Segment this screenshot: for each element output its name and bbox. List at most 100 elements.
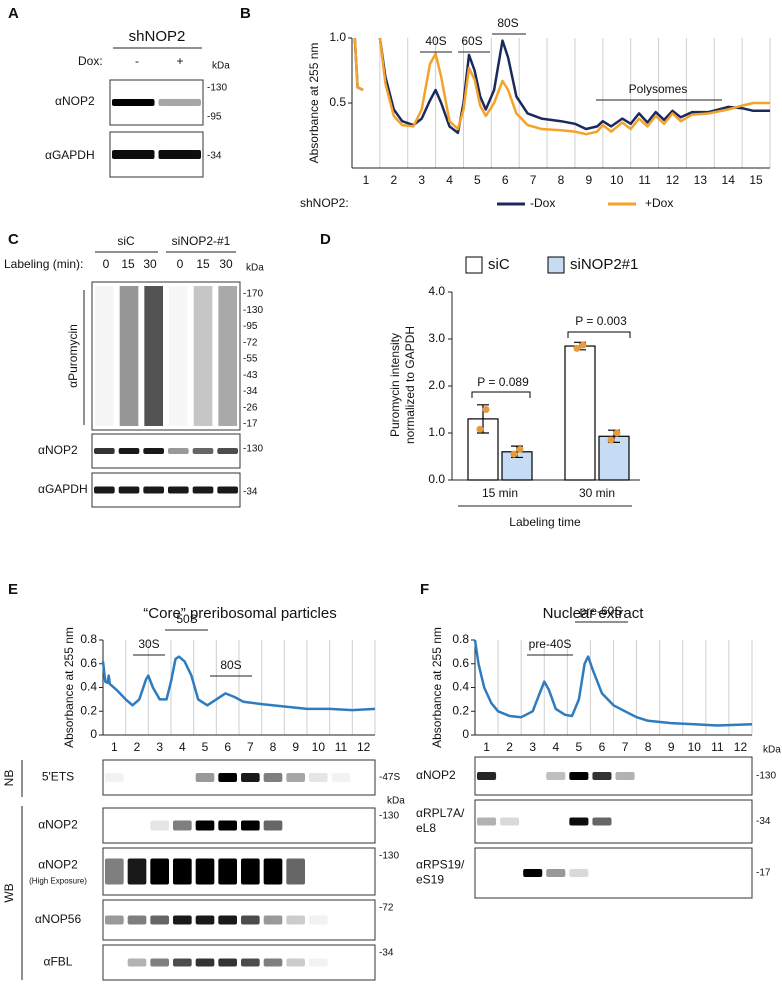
y-tick-label: 0.8 (80, 632, 97, 646)
p-value: P = 0.089 (477, 375, 529, 389)
blot-frame (109, 79, 204, 126)
blot-band (118, 486, 140, 494)
blot-band (105, 858, 124, 885)
x-tick-label: 7 (247, 740, 254, 754)
blot-band (143, 486, 164, 494)
chart-title: Nuclear extract (543, 605, 645, 622)
mw-marker: -72 (379, 903, 394, 914)
row-label: Labeling (min): (4, 257, 83, 271)
group-label: WB (2, 883, 16, 902)
lane-label: 30 (219, 257, 233, 271)
y-tick-label: 4.0 (428, 284, 445, 298)
blot-frame (91, 281, 241, 431)
blot-band (195, 773, 215, 782)
blot-band (173, 858, 192, 885)
blot-band (143, 448, 164, 454)
legend-swatch (465, 256, 483, 274)
blot-band (263, 958, 283, 967)
mw-marker: -130 (243, 444, 263, 455)
mw-marker: -130 (207, 83, 227, 94)
data-point (613, 429, 621, 437)
blot-label: αNOP2 (38, 858, 78, 872)
blot-frame (91, 472, 241, 508)
blot-band (127, 958, 147, 967)
blot-band (286, 958, 305, 967)
x-tick-label: 8 (645, 740, 652, 754)
x-tick-label: 11 (711, 740, 724, 754)
peak-label: Polysomes (629, 82, 688, 96)
x-tick-label: 9 (668, 740, 675, 754)
blot-band (477, 772, 497, 780)
y-tick-label: 0.0 (428, 472, 445, 486)
y-tick-label: 0.2 (452, 703, 469, 717)
blot-label: αGAPDH (38, 482, 88, 496)
blot-band (263, 820, 283, 831)
mw-marker: -130 (243, 305, 263, 316)
blot-label: αFBL (44, 955, 73, 969)
blot-band (309, 915, 328, 925)
blot-band (173, 820, 192, 831)
lane-label: 0 (177, 257, 184, 271)
group-label: NB (2, 770, 16, 787)
mw-marker: -17 (756, 868, 771, 879)
x-tick-label: 1 (111, 740, 118, 754)
blot-label: αGAPDH (45, 148, 95, 162)
blot-sublabel: (High Exposure) (29, 877, 87, 886)
mw-marker: -130 (379, 811, 399, 822)
blot-band (592, 772, 612, 780)
blot-label: αNOP2 (38, 818, 78, 832)
x-axis-label: Labeling time (509, 515, 581, 529)
mw-marker: -130 (756, 771, 776, 782)
x-tick-label: 3 (418, 173, 425, 187)
blot-band (150, 858, 169, 885)
blot-label: αRPS19/ (416, 858, 465, 872)
legend-label: siC (488, 256, 510, 273)
blot-band (195, 858, 215, 885)
blot-band (195, 820, 215, 831)
x-tick-label: 5 (474, 173, 481, 187)
group-label: siNOP2-#1 (172, 234, 231, 248)
x-tick-label: 15 min (482, 486, 518, 500)
x-tick-label: 14 (722, 173, 736, 187)
kda-label: kDa (387, 796, 405, 807)
peak-label: 40S (425, 34, 446, 48)
blot-band (127, 858, 147, 885)
x-tick-label: 4 (446, 173, 453, 187)
y-axis-label: Absorbance at 255 nm (62, 627, 76, 748)
mw-marker: -26 (243, 402, 258, 413)
blot-band (150, 958, 169, 967)
peak-label: pre-60S (580, 604, 623, 618)
x-tick-label: 15 (749, 173, 763, 187)
x-tick-label: 6 (224, 740, 231, 754)
data-point (607, 436, 615, 444)
blot-label: αNOP2 (55, 94, 95, 108)
y-axis-label: Absorbance at 255 nm (307, 43, 321, 164)
x-tick-label: 5 (202, 740, 209, 754)
blot-band (241, 858, 260, 885)
y-tick-label: 0.4 (80, 680, 97, 694)
blot-label: αPuromycin (66, 324, 80, 388)
chart-title: “Core” preribosomal particles (143, 605, 336, 622)
profile-line (353, 37, 770, 136)
blot-band (218, 915, 237, 925)
x-tick-label: 10 (312, 740, 326, 754)
lane-label: 0 (103, 257, 110, 271)
panel-label: C (8, 231, 19, 248)
panel-label: D (320, 231, 331, 248)
data-point (516, 445, 524, 453)
blot-band (195, 915, 215, 925)
blot-band (112, 99, 155, 106)
x-tick-label: 8 (558, 173, 565, 187)
mw-marker: -72 (243, 337, 258, 348)
y-tick-label: 2.0 (428, 378, 445, 392)
blot-band (241, 773, 260, 782)
blot-smear (169, 286, 188, 426)
data-point (573, 344, 581, 352)
blot-band (477, 817, 497, 826)
kda-label: kDa (763, 745, 781, 756)
mw-marker: -34 (243, 487, 258, 498)
blot-band (309, 773, 328, 782)
y-tick-label: 0.8 (452, 632, 469, 646)
legend-swatch (547, 256, 565, 274)
